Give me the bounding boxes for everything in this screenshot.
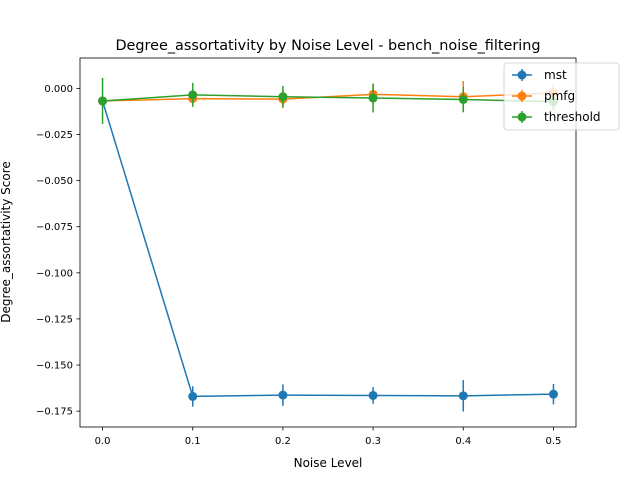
- x-tick-label: 0.4: [455, 436, 471, 447]
- x-tick-label: 0.5: [546, 436, 562, 447]
- threshold-point: [188, 90, 198, 100]
- legend-marker: [517, 70, 527, 80]
- legend-item-pmfg: pmfg: [512, 89, 575, 103]
- mst-point: [458, 391, 468, 401]
- mst-point: [368, 390, 378, 400]
- threshold-point: [98, 96, 108, 106]
- y-tick-label: −0.125: [36, 314, 73, 325]
- y-tick-label: −0.150: [36, 361, 73, 372]
- y-axis-label: Degree_assortativity Score: [0, 161, 13, 323]
- x-axis-label: Noise Level: [294, 456, 363, 470]
- x-tick-label: 0.0: [95, 436, 111, 447]
- x-axis: 0.0 0.1 0.2 0.3 0.4 0.5: [95, 427, 562, 447]
- threshold-point: [458, 94, 468, 104]
- legend-label: threshold: [544, 110, 601, 124]
- legend-marker: [517, 91, 527, 101]
- mst-line: [101, 100, 554, 398]
- legend-marker: [517, 112, 527, 122]
- x-tick-label: 0.2: [275, 436, 291, 447]
- y-axis: 0.000 −0.025 −0.050 −0.075 −0.100 −0.125 −0.15…: [36, 84, 80, 418]
- x-tick-label: 0.3: [365, 436, 381, 447]
- legend-box: [503, 62, 620, 131]
- legend: mst pmfg threshold: [503, 62, 620, 131]
- y-tick-label: −0.025: [36, 130, 73, 141]
- threshold-point: [278, 92, 288, 102]
- plot-area: [98, 77, 558, 412]
- mst-point: [188, 391, 198, 401]
- y-tick-label: 0.000: [44, 84, 73, 95]
- y-tick-label: −0.175: [36, 407, 73, 418]
- legend-label: mst: [544, 68, 567, 82]
- legend-item-threshold: threshold: [512, 110, 601, 124]
- threshold-point: [368, 93, 378, 103]
- y-tick-label: −0.075: [36, 222, 73, 233]
- x-tick-label: 0.1: [185, 436, 201, 447]
- threshold-line: [102, 94, 554, 103]
- chart-title: Degree_assortativity by Noise Level - be…: [115, 38, 540, 54]
- legend-item-mst: mst: [512, 68, 567, 82]
- mst-point: [548, 389, 558, 399]
- legend-label: pmfg: [544, 89, 575, 103]
- y-tick-label: −0.100: [36, 268, 73, 279]
- y-tick-label: −0.050: [36, 176, 73, 187]
- axes-frame: [79, 57, 577, 428]
- mst-point: [278, 390, 288, 400]
